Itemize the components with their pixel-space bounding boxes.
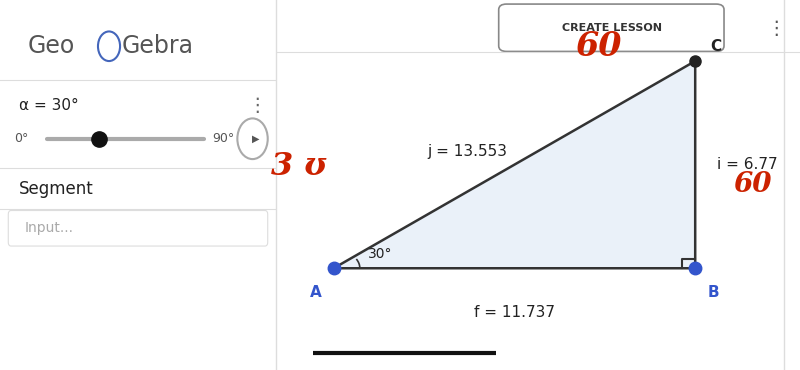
Text: Gebra: Gebra — [122, 34, 194, 58]
FancyBboxPatch shape — [8, 211, 268, 246]
Text: f = 11.737: f = 11.737 — [474, 305, 555, 320]
Text: CREATE LESSON: CREATE LESSON — [562, 23, 662, 33]
Text: ▶: ▶ — [252, 134, 260, 144]
Text: 60: 60 — [734, 172, 772, 198]
Text: ⋮: ⋮ — [766, 18, 786, 38]
Text: 0°: 0° — [14, 132, 28, 145]
Text: 60: 60 — [575, 30, 622, 63]
Text: Segment: Segment — [19, 180, 94, 198]
Text: 30°: 30° — [367, 247, 392, 261]
FancyBboxPatch shape — [498, 4, 724, 51]
Text: j = 13.553: j = 13.553 — [427, 144, 507, 159]
Text: 90°: 90° — [213, 132, 234, 145]
Text: B: B — [708, 285, 719, 300]
Text: α = 30°: α = 30° — [19, 98, 79, 113]
Text: C: C — [710, 39, 722, 54]
Text: A: A — [310, 285, 321, 300]
Text: Input...: Input... — [25, 221, 74, 235]
Polygon shape — [334, 61, 695, 268]
Text: Geo: Geo — [27, 34, 75, 58]
Text: i = 6.77: i = 6.77 — [718, 157, 778, 172]
Text: 3 ʊ: 3 ʊ — [270, 151, 326, 182]
Text: ⋮: ⋮ — [247, 96, 266, 115]
